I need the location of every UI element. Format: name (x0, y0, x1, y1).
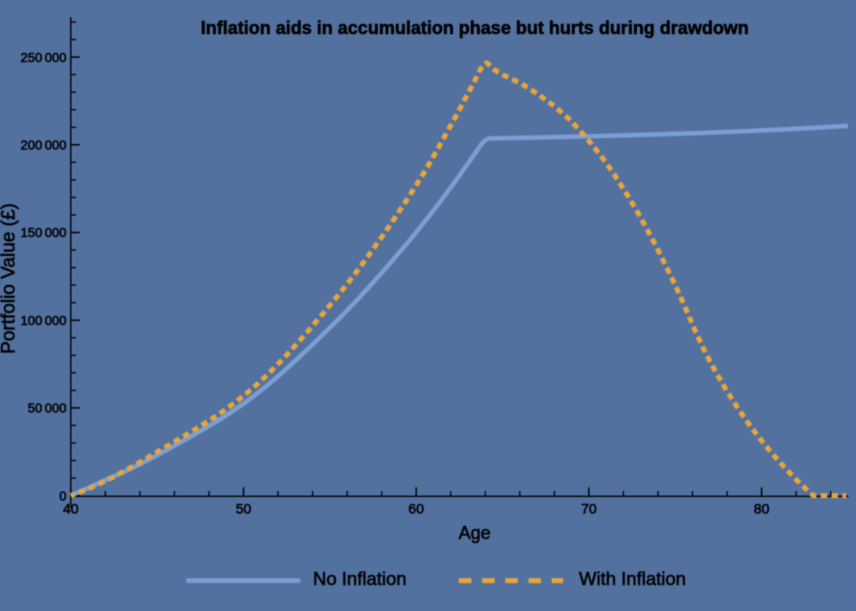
svg-text:40: 40 (63, 501, 79, 517)
svg-text:100 000: 100 000 (21, 313, 67, 328)
svg-text:150 000: 150 000 (21, 225, 67, 240)
svg-text:70: 70 (581, 501, 597, 517)
svg-text:80: 80 (754, 501, 770, 517)
svg-text:Portfolio Value (£): Portfolio Value (£) (0, 203, 20, 354)
svg-text:With Inflation: With Inflation (579, 568, 686, 589)
svg-text:Inflation aids in accumulation: Inflation aids in accumulation phase but… (201, 18, 749, 38)
svg-text:250 000: 250 000 (21, 50, 67, 65)
svg-text:50 000: 50 000 (28, 401, 67, 416)
svg-text:0: 0 (59, 488, 66, 503)
svg-text:Age: Age (459, 523, 491, 543)
svg-text:50: 50 (236, 501, 252, 517)
svg-text:No Inflation: No Inflation (313, 568, 407, 589)
svg-text:200 000: 200 000 (21, 138, 67, 153)
svg-text:60: 60 (408, 501, 424, 517)
